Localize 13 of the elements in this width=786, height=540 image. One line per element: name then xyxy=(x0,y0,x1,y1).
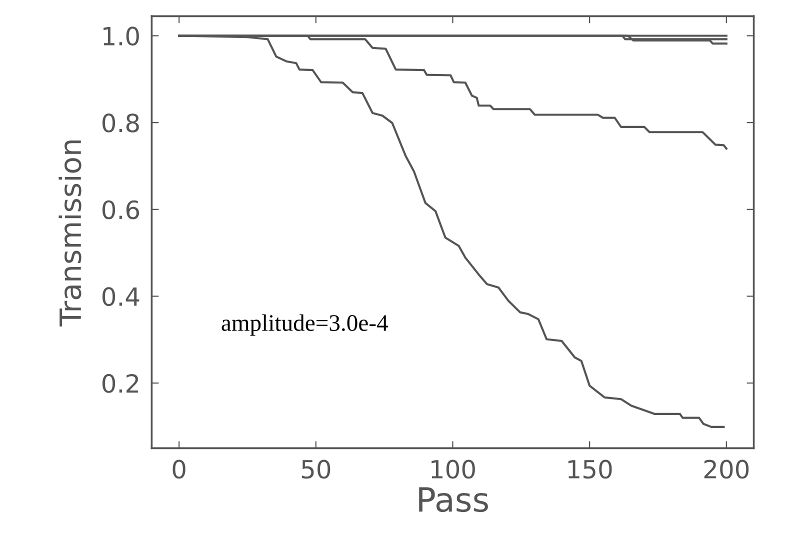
x-axis-title: Pass xyxy=(419,487,488,512)
annotation: amplitude=3.0e-4 xyxy=(222,314,388,336)
x-tick-label: 50 xyxy=(302,460,330,479)
y-axis-title: Transmission xyxy=(58,140,82,326)
x-tick-label: 100 xyxy=(432,460,475,479)
y-tick-label: 1.0 xyxy=(104,26,139,46)
y-tick-label: 0.2 xyxy=(102,374,138,393)
y-tick-label: 0.8 xyxy=(102,114,139,132)
x-tick-label: 0 xyxy=(172,460,186,479)
x-tick-label: 200 xyxy=(704,460,749,479)
y-tick-label: 0.4 xyxy=(102,287,140,306)
x-tick-label: 150 xyxy=(568,460,612,479)
y-tick-label: 0.6 xyxy=(102,200,140,220)
